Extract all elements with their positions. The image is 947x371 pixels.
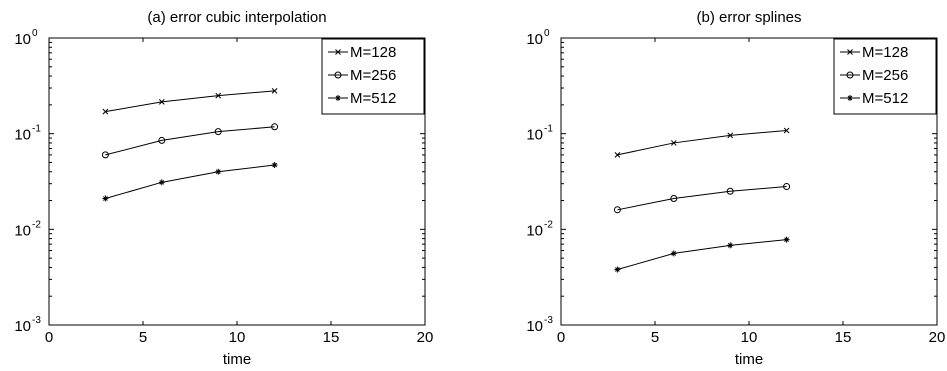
- legend-item: M=256: [840, 67, 908, 84]
- series-line: [617, 239, 787, 271]
- legend-label: M=256: [350, 67, 396, 84]
- series-line: [105, 90, 275, 113]
- y-tick-label: 10: [14, 222, 31, 239]
- series-m-128: [614, 127, 790, 158]
- marker-star: [783, 236, 790, 243]
- x-tick-label: 0: [45, 329, 53, 346]
- marker-star: [271, 162, 278, 169]
- series-m-256: [613, 183, 791, 214]
- y-tick-label: 10: [14, 31, 31, 48]
- x-tick-label: 15: [835, 329, 852, 346]
- y-tick-exponent: 0: [544, 28, 550, 39]
- y-tick-exponent: -1: [32, 124, 41, 135]
- marker-star: [847, 95, 853, 101]
- legend-item: M=512: [840, 90, 908, 107]
- marker-circle: [783, 183, 791, 191]
- y-tick-label: 10: [14, 127, 31, 144]
- marker-circle: [670, 195, 678, 203]
- marker-star: [102, 195, 109, 202]
- marker-star: [670, 250, 677, 257]
- legend-label: M=128: [350, 44, 396, 61]
- series-m-512: [102, 162, 278, 202]
- legend: M=128 M=256 M=512: [833, 38, 937, 115]
- marker-x: [670, 140, 677, 146]
- x-tick-label: 10: [229, 329, 246, 346]
- marker-x: [102, 108, 109, 115]
- chart-title: (a) error cubic interpolation: [147, 9, 326, 26]
- marker-circle: [271, 123, 279, 131]
- legend-item: M=512: [328, 90, 396, 107]
- series-line: [617, 186, 787, 211]
- marker-x: [783, 127, 790, 134]
- legend-label: M=512: [862, 90, 908, 107]
- marker-x: [215, 92, 222, 99]
- marker-circle: [158, 136, 166, 144]
- x-tick-label: 0: [557, 329, 565, 346]
- x-tick-label: 20: [417, 329, 434, 346]
- x-axis-label: time: [735, 351, 763, 368]
- y-tick-exponent: -1: [544, 124, 553, 135]
- marker-circle: [334, 71, 342, 79]
- y-tick-exponent: -3: [544, 315, 553, 326]
- y-tick-exponent: -2: [32, 219, 41, 230]
- x-tick-label: 5: [139, 329, 147, 346]
- y-tick-label: 10: [526, 222, 543, 239]
- legend-label: M=128: [862, 44, 908, 61]
- series-m-256: [101, 123, 279, 159]
- marker-star: [335, 95, 341, 101]
- marker-circle: [101, 151, 109, 159]
- marker-x: [271, 88, 278, 94]
- series-line: [105, 126, 275, 156]
- legend-item: M=128: [840, 44, 908, 61]
- marker-star: [727, 242, 734, 249]
- marker-x: [335, 49, 341, 55]
- legend-label: M=512: [350, 90, 396, 107]
- x-axis-label: time: [223, 351, 251, 368]
- marker-star: [614, 266, 621, 273]
- marker-circle: [846, 71, 854, 79]
- series-line: [617, 129, 787, 156]
- y-tick-exponent: -3: [32, 315, 41, 326]
- series-line: [105, 164, 275, 199]
- y-tick-label: 10: [14, 318, 31, 335]
- y-tick-label: 10: [526, 318, 543, 335]
- marker-circle: [726, 187, 734, 195]
- marker-x: [727, 132, 734, 139]
- y-tick-label: 10: [526, 127, 543, 144]
- marker-circle: [613, 206, 621, 214]
- chart-title: (b) error splines: [696, 9, 801, 26]
- y-tick-label: 10: [526, 31, 543, 48]
- series-m-128: [102, 88, 278, 115]
- legend-item: M=256: [328, 67, 396, 84]
- marker-x: [158, 99, 165, 105]
- x-tick-label: 15: [323, 329, 340, 346]
- marker-star: [215, 168, 222, 175]
- series-m-512: [614, 236, 790, 273]
- y-tick-exponent: 0: [32, 28, 38, 39]
- y-tick-exponent: -2: [544, 219, 553, 230]
- marker-x: [614, 152, 621, 158]
- legend-item: M=128: [328, 44, 396, 61]
- marker-x: [847, 49, 853, 55]
- marker-star: [158, 179, 165, 186]
- legend-label: M=256: [862, 67, 908, 84]
- x-tick-label: 20: [929, 329, 946, 346]
- legend: M=128 M=256 M=512: [321, 38, 425, 115]
- x-tick-label: 5: [651, 329, 659, 346]
- x-tick-label: 10: [741, 329, 758, 346]
- marker-circle: [214, 128, 222, 136]
